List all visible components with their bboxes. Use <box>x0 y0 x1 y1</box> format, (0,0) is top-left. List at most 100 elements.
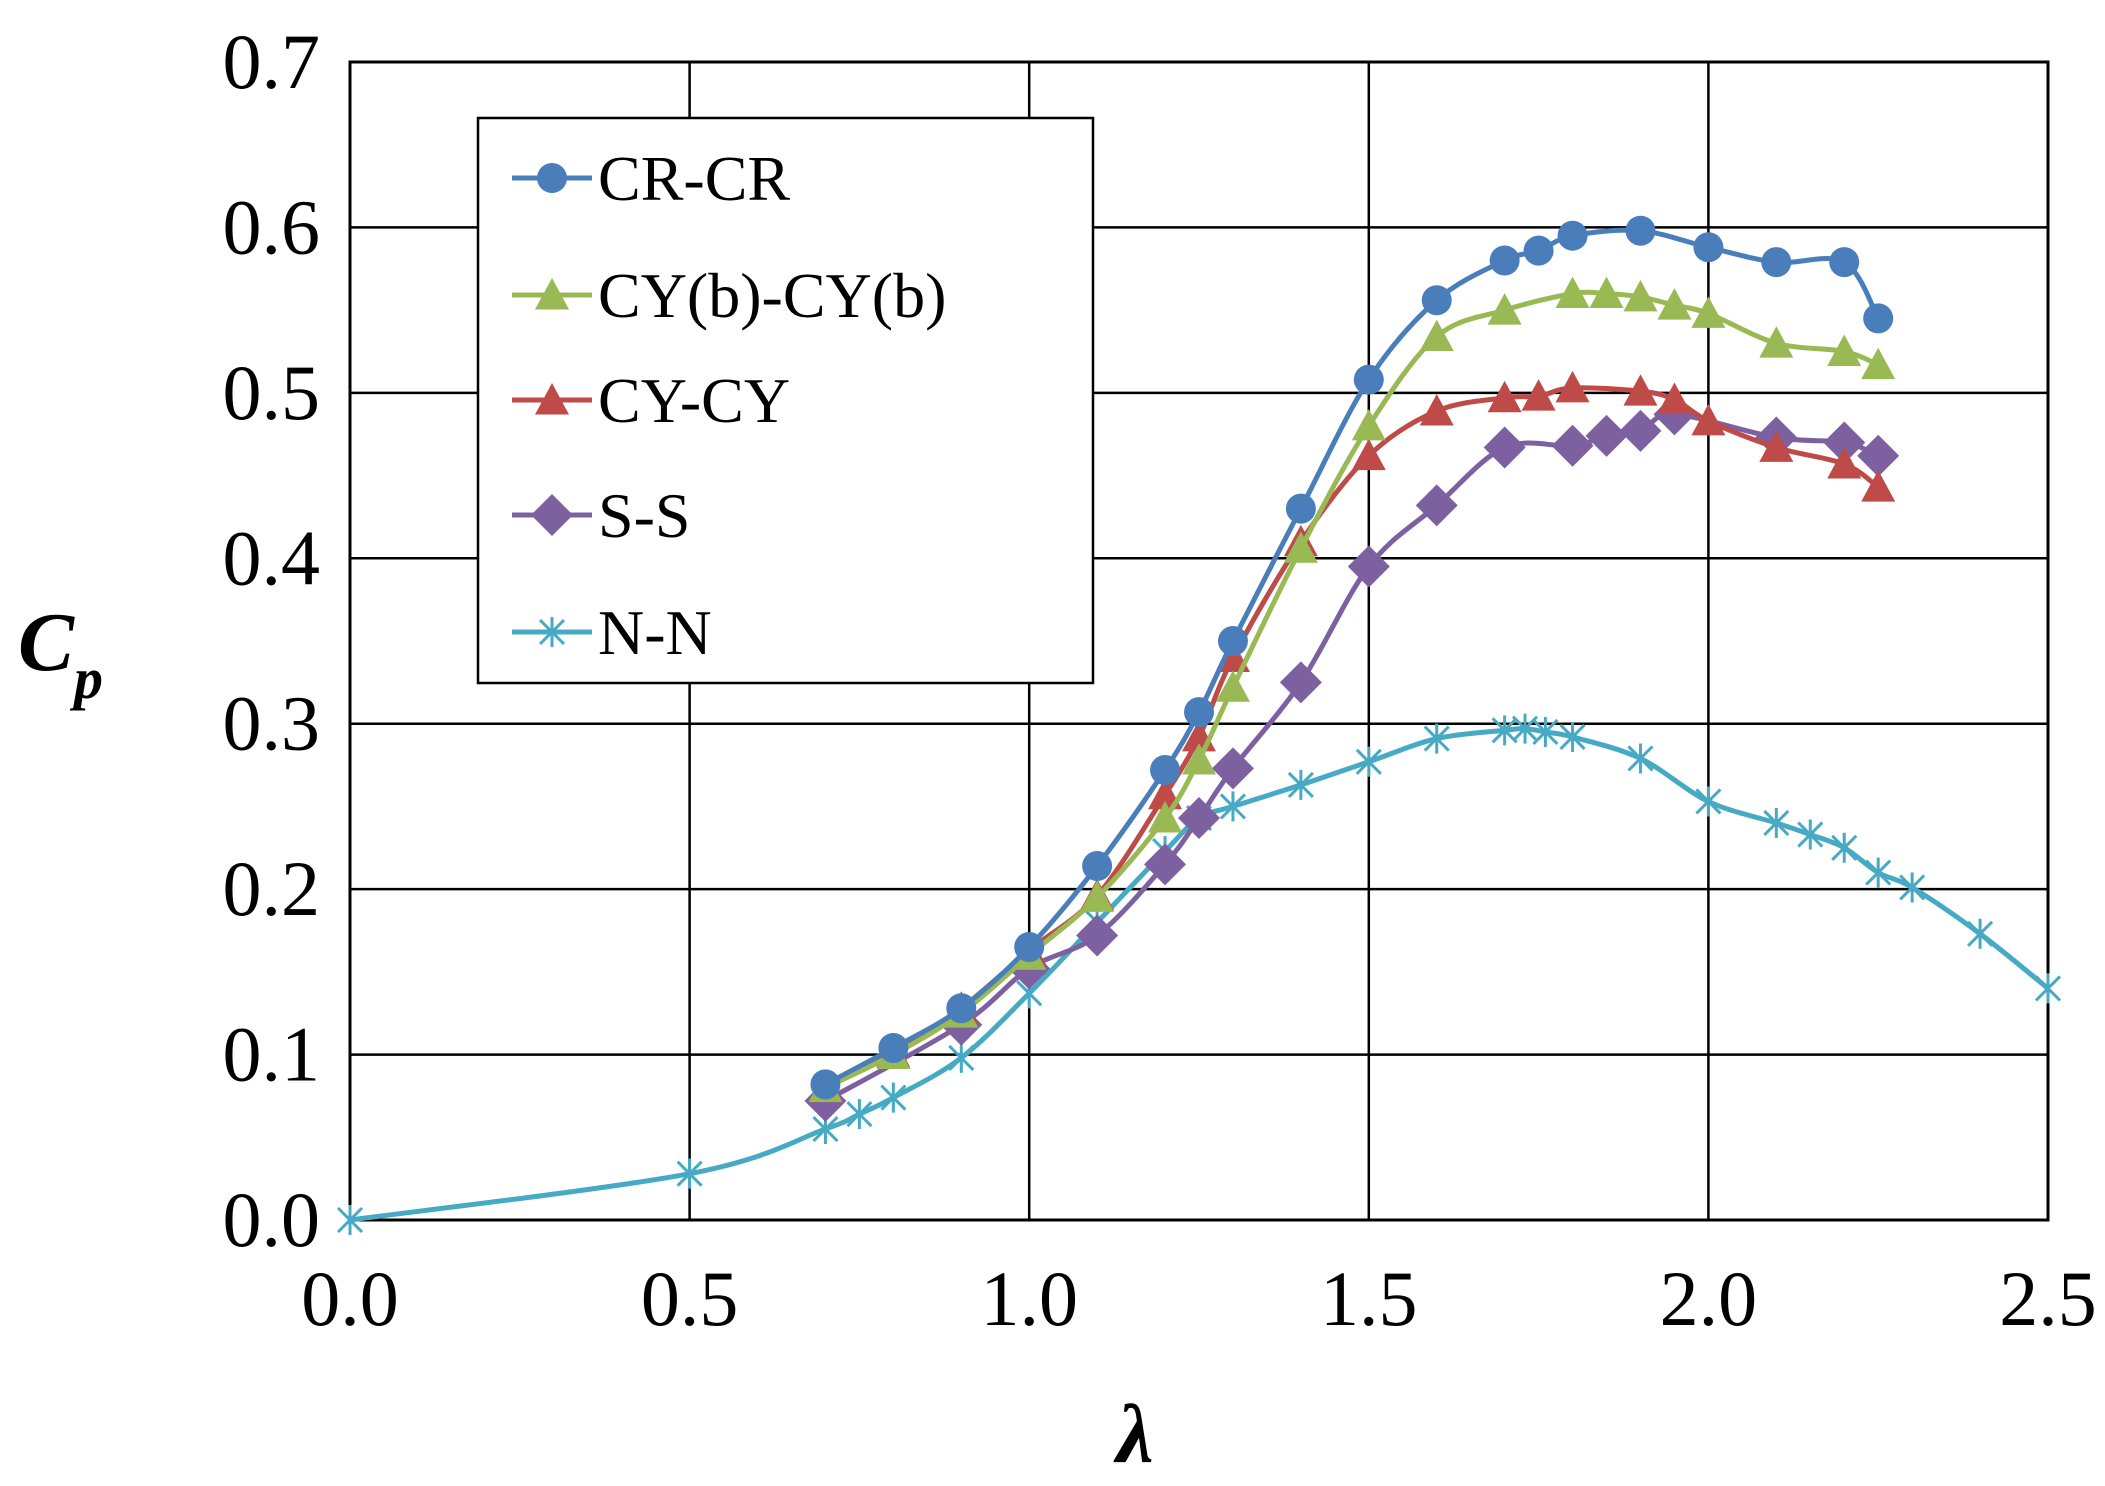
data-point <box>1491 715 1518 746</box>
data-point <box>1861 470 1896 502</box>
legend: CR-CR CY(b)-CY(b) CY-CY S-S N-N <box>476 116 1095 685</box>
data-point <box>1415 484 1458 527</box>
data-point <box>1693 232 1724 263</box>
data-point <box>878 1032 909 1063</box>
data-point <box>1899 872 1926 903</box>
data-point <box>1657 382 1692 414</box>
data-point <box>1763 807 1790 838</box>
data-point <box>1082 850 1113 881</box>
y-tick-label: 0.0 <box>223 1176 321 1263</box>
data-point <box>1589 276 1624 309</box>
legend-marker <box>537 163 567 193</box>
x-tick-label: 1.5 <box>1320 1255 1418 1342</box>
series-cr-cr <box>810 215 1894 1100</box>
data-point <box>880 1082 907 1113</box>
series-line <box>349 726 2050 1223</box>
data-point <box>1285 493 1316 524</box>
x-tick-label: 2.5 <box>1999 1255 2097 1342</box>
legend-entry: CR-CR <box>512 143 790 214</box>
y-axis-title-main: C <box>18 596 75 689</box>
data-point <box>1521 379 1556 411</box>
legend-label: CY(b)-CY(b) <box>598 260 946 331</box>
data-point <box>1080 880 1115 912</box>
data-point <box>1827 446 1862 479</box>
data-point <box>336 1205 364 1235</box>
data-point <box>1487 293 1522 325</box>
x-tick-label: 0.0 <box>301 1255 399 1342</box>
data-point <box>1657 288 1692 320</box>
data-point <box>1489 245 1520 276</box>
data-point <box>1211 747 1254 790</box>
legend-label: N-N <box>598 597 712 668</box>
data-point <box>946 993 977 1024</box>
data-point <box>1623 374 1658 406</box>
data-point <box>1691 403 1726 436</box>
data-point <box>1619 409 1662 452</box>
data-point <box>1555 276 1590 309</box>
data-point <box>1150 755 1181 786</box>
data-point <box>1283 531 1318 563</box>
data-point <box>1421 285 1452 316</box>
data-point <box>1625 215 1656 246</box>
data-point <box>846 1099 873 1130</box>
data-point <box>1691 296 1726 328</box>
series-n-n <box>336 713 2062 1235</box>
y-tick-label: 0.5 <box>223 349 321 436</box>
data-point <box>1967 918 1994 949</box>
legend-marker <box>535 383 569 415</box>
data-point <box>676 1158 703 1189</box>
data-point <box>1695 786 1722 817</box>
data-point <box>1761 247 1792 278</box>
data-point <box>1351 438 1386 471</box>
y-axis-title-subscript: p <box>69 646 103 711</box>
legend-label: CR-CR <box>598 143 790 214</box>
data-point <box>1797 819 1824 850</box>
x-axis-ticks: 0.0 0.5 1.0 1.5 2.0 2.5 <box>301 1255 2097 1342</box>
data-point <box>1865 857 1892 888</box>
data-point <box>1759 326 1794 358</box>
data-point <box>1178 797 1220 840</box>
data-point <box>1219 791 1247 822</box>
data-point <box>1279 661 1322 704</box>
data-point <box>1823 421 1866 464</box>
legend-entry: CY-CY <box>512 365 790 436</box>
y-tick-label: 0.7 <box>223 18 321 105</box>
y-axis-title: Cp <box>18 596 103 711</box>
data-point <box>1627 743 1654 774</box>
y-tick-label: 0.6 <box>223 183 321 270</box>
data-point <box>1347 545 1390 588</box>
data-point <box>1355 746 1382 777</box>
plot-area-frame <box>348 60 2050 1222</box>
legend-entry: CY(b)-CY(b) <box>512 260 946 331</box>
legend-marker <box>531 494 573 536</box>
data-point <box>948 1042 975 1073</box>
data-point <box>1759 430 1794 462</box>
data-point <box>1829 247 1860 278</box>
series-layer <box>336 215 2062 1235</box>
x-axis-title: λ <box>1113 1388 1153 1481</box>
data-point <box>1014 932 1045 963</box>
y-tick-label: 0.2 <box>223 845 321 932</box>
data-point <box>1419 319 1454 352</box>
data-point <box>1287 769 1314 800</box>
data-point <box>1555 370 1590 403</box>
data-point <box>1551 424 1594 467</box>
data-point <box>1487 380 1522 413</box>
data-point <box>1523 235 1554 266</box>
legend-marker <box>538 617 566 647</box>
data-point <box>1351 408 1386 441</box>
data-point <box>1182 743 1216 775</box>
y-tick-label: 0.4 <box>223 514 321 601</box>
data-point <box>1831 832 1858 863</box>
legend-label: S-S <box>598 480 691 551</box>
data-point <box>1144 843 1187 886</box>
data-point <box>810 1069 841 1100</box>
legend-entry: N-N <box>512 597 712 668</box>
data-point <box>1217 626 1248 656</box>
legend-entry: S-S <box>512 480 691 551</box>
data-point <box>1559 721 1586 752</box>
x-tick-label: 0.5 <box>641 1255 739 1342</box>
data-point <box>1585 414 1628 457</box>
x-tick-label: 2.0 <box>1660 1255 1758 1342</box>
